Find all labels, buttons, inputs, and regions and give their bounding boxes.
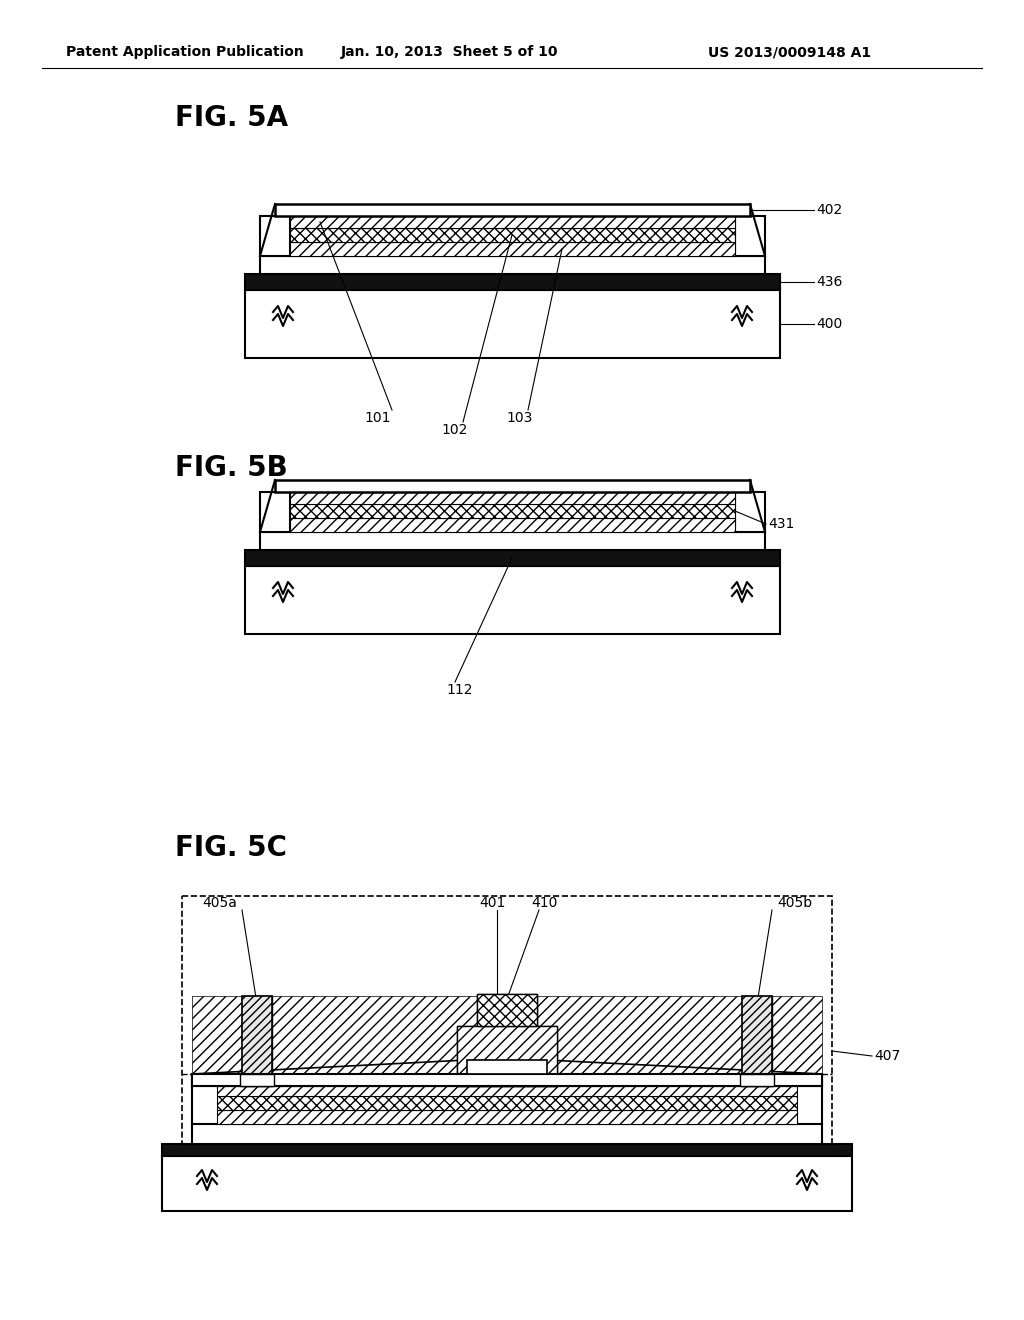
Bar [457,1026,557,1086]
Bar [740,1074,774,1086]
Text: 400: 400 [816,317,843,331]
Bar [290,216,735,228]
Bar [290,242,735,256]
Text: 407: 407 [874,1049,900,1063]
Bar [290,504,735,517]
Bar [193,1125,822,1144]
Bar [477,994,537,1026]
Bar [275,480,750,492]
Bar [182,896,831,1206]
Text: Patent Application Publication: Patent Application Publication [67,45,304,59]
Bar [290,517,735,532]
Bar [742,997,772,1086]
Bar [193,1074,822,1086]
Bar [245,275,780,290]
Bar [467,1060,547,1074]
Bar [260,216,290,256]
Text: 101: 101 [365,411,391,425]
Text: 102: 102 [441,422,468,437]
Bar [162,1144,852,1156]
Bar [240,1074,274,1086]
Bar [290,228,735,242]
Text: FIG. 5B: FIG. 5B [175,454,288,482]
Text: 402: 402 [816,203,843,216]
Bar [193,1074,822,1086]
Bar [217,1096,797,1110]
Bar [457,1026,557,1086]
Text: 112: 112 [446,682,473,697]
Bar [245,290,780,358]
Bar [275,205,750,216]
Bar [217,1110,797,1125]
Bar [242,997,272,1086]
Text: 405a: 405a [202,896,237,909]
Bar [245,550,780,566]
Bar [477,994,537,1026]
Bar [290,492,735,504]
Bar [742,997,772,1086]
Bar [162,1156,852,1210]
Bar [217,1086,797,1096]
Bar [260,532,765,550]
Text: 431: 431 [768,517,795,531]
Text: FIG. 5C: FIG. 5C [175,834,287,862]
Bar [260,492,290,532]
Bar [735,216,765,256]
Bar [245,566,780,634]
Text: 405b: 405b [777,896,812,909]
Text: 401: 401 [479,896,505,909]
Text: US 2013/0009148 A1: US 2013/0009148 A1 [709,45,871,59]
Bar [193,997,822,1086]
Bar [242,997,272,1086]
Text: 103: 103 [507,411,534,425]
Text: FIG. 5A: FIG. 5A [175,104,288,132]
Text: 410: 410 [531,896,558,909]
Bar [735,492,765,532]
Bar [740,1074,774,1086]
Bar [260,256,765,275]
Bar [240,1074,274,1086]
Text: 436: 436 [816,275,843,289]
Text: Jan. 10, 2013  Sheet 5 of 10: Jan. 10, 2013 Sheet 5 of 10 [341,45,559,59]
